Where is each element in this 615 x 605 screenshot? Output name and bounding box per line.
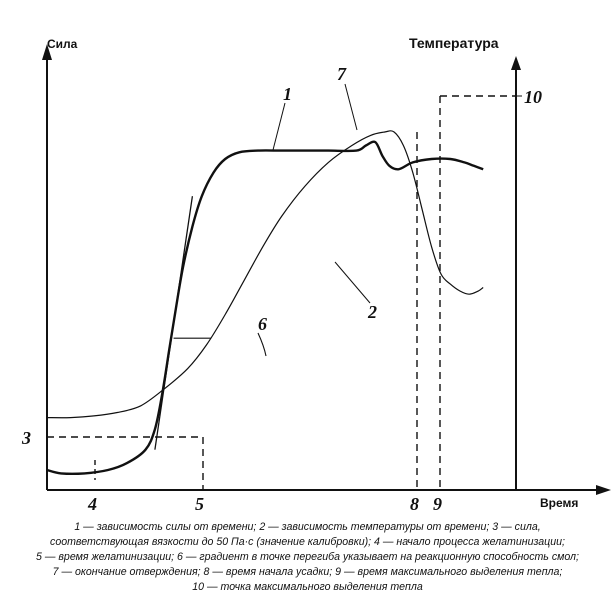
label-4: 4 [87, 494, 97, 514]
label-7-leader [344, 83, 358, 131]
force-axis-arrow [42, 44, 52, 60]
time-axis-title: Время [540, 496, 578, 510]
force-axis-title: Сила [47, 37, 78, 51]
caption-line-2: соответствующая вязкости до 50 Па·с (зна… [50, 536, 565, 548]
temperature-axis-title: Температура [409, 35, 499, 51]
gradient-angle-arc [257, 332, 267, 357]
caption-line-3: 5 — время желатинизации; 6 — градиент в … [36, 551, 579, 563]
time-axis-arrow [596, 485, 611, 495]
temperature-curve [46, 130, 484, 419]
force-curve [46, 140, 484, 475]
label-5: 5 [195, 494, 204, 514]
temperature-axis-arrow [511, 56, 521, 70]
label-8: 8 [410, 494, 419, 514]
guide-lines [47, 95, 516, 490]
label-7: 7 [337, 64, 347, 84]
inflection-tangent-line [154, 196, 194, 450]
caption-line-5: 10 — точка максимального выделения тепла [192, 581, 423, 593]
label-10: 10 [524, 87, 542, 107]
label-6: 6 [258, 314, 267, 334]
label-2-leader [334, 261, 371, 304]
label-9: 9 [433, 494, 442, 514]
caption-line-1: 1 — зависимость силы от времени; 2 — зав… [74, 521, 541, 533]
label-1: 1 [283, 84, 292, 104]
cure-diagram: Сила Температура Время 1 7 2 6 3 4 5 8 9… [21, 35, 611, 514]
label-2: 2 [367, 302, 377, 322]
figure-caption: 1 — зависимость силы от времени; 2 — зав… [8, 520, 607, 595]
label-3: 3 [21, 428, 31, 448]
caption-line-4: 7 — окончание отверждения; 8 — время нач… [52, 566, 563, 578]
label-1-leader [272, 102, 286, 151]
